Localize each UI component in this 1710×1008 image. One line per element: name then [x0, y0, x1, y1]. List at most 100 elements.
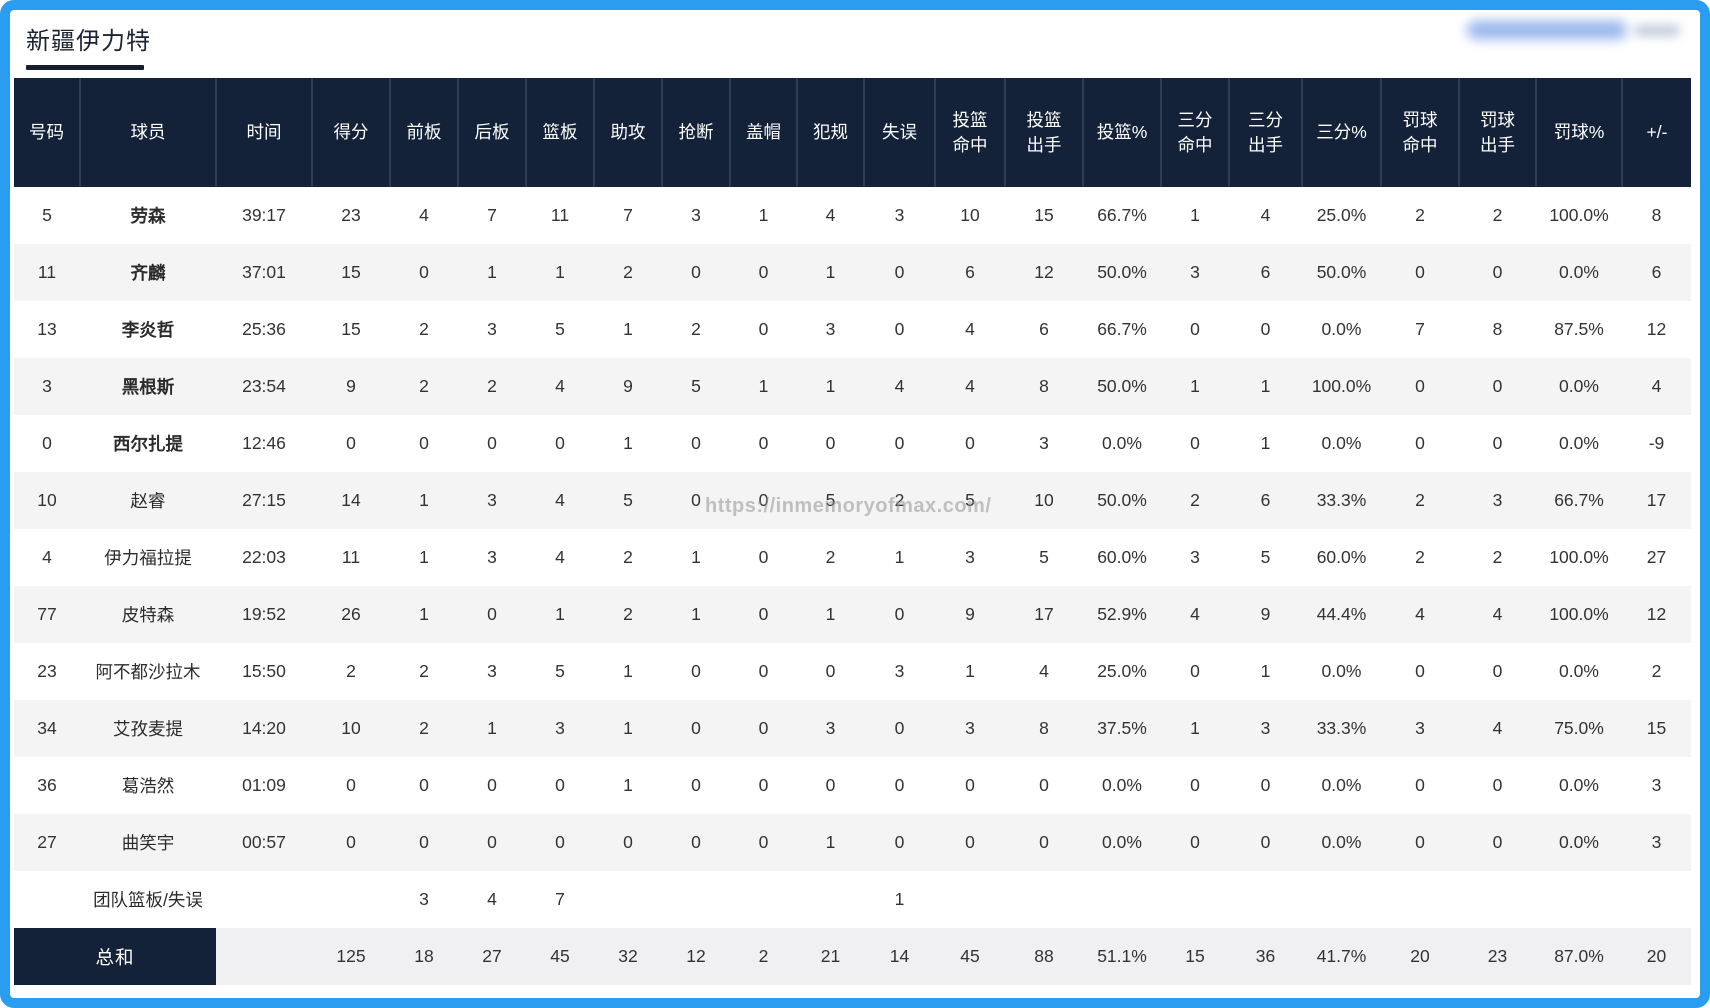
stat-cell: 0 — [758, 490, 769, 510]
stat-cell: 4 — [487, 889, 497, 909]
stat-cell: 17 — [1646, 490, 1667, 510]
player-name: 艾孜麦提 — [113, 719, 183, 739]
stat-cell: 2 — [419, 718, 429, 738]
stat-cell: 15 — [1185, 946, 1205, 966]
blurred-link[interactable] — [1467, 21, 1627, 39]
player-row: 23 阿不都沙拉木 15:50 2 2 3 5 1 0 0 0 3 1 4 25.0% 0 1 0.0% 0 0 0.0… — [14, 643, 1691, 700]
player-row: 4 伊力福拉提 22:03 11 1 3 4 2 1 0 2 1 3 5 60.0% 3 5 60.0% 2 2 100… — [14, 529, 1691, 586]
stat-cell: 0 — [965, 832, 975, 852]
tab-team-name[interactable]: 新疆伊力特 — [26, 28, 151, 55]
stat-cell: 1 — [487, 718, 497, 738]
stat-cell: 100.0% — [1549, 604, 1609, 624]
stat-cell: 0 — [1190, 433, 1200, 453]
stat-cell: 0 — [894, 319, 905, 339]
stat-cell: 5 — [965, 490, 975, 510]
player-row: 11 齐麟 37:01 15 0 1 1 2 0 0 1 0 6 12 50.0% 3 6 50.0% 0 0 0.0%… — [14, 244, 1691, 301]
stat-cell: 3 — [965, 547, 975, 567]
stat-cell: 1 — [825, 832, 836, 852]
stat-cell: 5 — [1039, 547, 1049, 567]
player-number: 3 — [42, 376, 52, 396]
column-header-6: 篮板 — [525, 78, 594, 187]
stat-cell: 9 — [965, 604, 975, 624]
column-header-4: 前板 — [389, 78, 458, 187]
player-number: 11 — [37, 262, 57, 282]
stat-cell: 0 — [1415, 433, 1425, 453]
player-name: 劳森 — [130, 206, 166, 226]
stat-cell: 60.0% — [1097, 547, 1147, 567]
table-header: 号码 球员 时间 得分 前板 后板 篮板 助攻 抢断 盖帽 犯规 失误 投篮 命中 投篮 出手 投篮% 三分 … — [14, 78, 1691, 187]
stat-cell: 14 — [889, 946, 910, 966]
stat-cell: 0 — [1260, 319, 1271, 339]
stat-cell: 1 — [419, 604, 429, 624]
stat-cell: 3 — [1190, 262, 1200, 282]
stat-cell: 18 — [414, 946, 434, 966]
stat-cell: 11 — [550, 205, 570, 225]
stat-cell: 3 — [825, 718, 836, 738]
stat-cell: 3 — [1260, 718, 1271, 738]
stat-cell: 60.0% — [1316, 547, 1367, 567]
stat-cell: 1 — [1260, 433, 1271, 453]
player-name: 阿不都沙拉木 — [95, 662, 201, 682]
stat-cell: 4 — [1415, 604, 1425, 624]
player-number: 5 — [42, 205, 52, 225]
stat-cell: 33.3% — [1316, 718, 1367, 738]
stat-cell: 1 — [623, 661, 633, 681]
player-row: 27 曲笑宇 00:57 0 0 0 0 0 0 0 1 0 0 0 0.0% 0 0 0.0% 0 0 0.0% 3 — [14, 814, 1691, 871]
team-row-label: 团队篮板/失误 — [93, 890, 203, 910]
stat-cell: 26 — [341, 604, 361, 624]
stat-cell: 50.0% — [1097, 376, 1147, 396]
stat-cell: 1 — [555, 604, 565, 624]
stat-cell: 52.9% — [1097, 604, 1147, 624]
stat-cell: 125 — [336, 946, 366, 966]
blurred-link-secondary — [1634, 25, 1680, 36]
stat-cell: 0 — [691, 775, 701, 795]
stat-cell: 0.0% — [1321, 319, 1362, 339]
stat-cell: 27:15 — [242, 490, 286, 510]
stat-cell: 3 — [1190, 547, 1200, 567]
stat-cell: 0 — [1190, 319, 1200, 339]
stat-cell: 0.0% — [1559, 832, 1599, 852]
stat-cell: 0.0% — [1559, 376, 1599, 396]
stat-cell: 1 — [487, 262, 497, 282]
stat-cell: 1 — [419, 490, 429, 510]
stat-cell: 0 — [1492, 775, 1503, 795]
player-name: 西尔扎提 — [113, 434, 183, 454]
stat-cell: 2 — [691, 319, 701, 339]
stat-cell: 0 — [965, 433, 975, 453]
stat-cell: 19:52 — [242, 604, 286, 624]
player-row: 34 艾孜麦提 14:20 10 2 1 3 1 0 0 3 0 3 8 37.5% 1 3 33.3% 3 4 75.… — [14, 700, 1691, 757]
stat-cell: 3 — [691, 205, 701, 225]
stat-cell: 0 — [894, 775, 905, 795]
stat-cell — [1622, 871, 1691, 928]
column-header-21: +/- — [1621, 78, 1691, 187]
stat-cell: 3 — [487, 547, 497, 567]
stat-cell: 0 — [758, 262, 769, 282]
stat-cell: 0.0% — [1321, 832, 1362, 852]
stat-cell: 5 — [555, 661, 565, 681]
box-score-table: 号码 球员 时间 得分 前板 后板 篮板 助攻 抢断 盖帽 犯规 失误 投篮 命中 投篮 出手 投篮% 三分 … — [14, 78, 1691, 985]
stat-cell: 0 — [691, 490, 701, 510]
stat-cell: 5 — [555, 319, 565, 339]
stat-cell: 0 — [1190, 661, 1200, 681]
stat-cell: 4 — [555, 547, 565, 567]
stat-cell: 0 — [691, 661, 701, 681]
column-header-9: 盖帽 — [729, 78, 797, 187]
stat-cell: 1 — [1190, 718, 1200, 738]
stat-cell: 23 — [341, 205, 361, 225]
stat-cell: 87.0% — [1554, 946, 1604, 966]
column-header-15: 三分 命中 — [1160, 78, 1229, 187]
stat-cell: 4 — [419, 205, 429, 225]
grand-total-row: 总和 125 18 27 45 32 12 2 21 14 45 88 51.1% 15 36 41.7% 20… — [14, 928, 1691, 985]
tab-active-underline — [26, 65, 144, 70]
stat-cell: 2 — [758, 946, 769, 966]
stat-cell: 0 — [758, 319, 769, 339]
stat-cell: 0.0% — [1559, 775, 1599, 795]
stat-cell: 3 — [419, 889, 429, 909]
stat-cell: 0 — [555, 832, 565, 852]
stat-cell: 00:57 — [242, 832, 286, 852]
stat-cell: 10 — [960, 205, 980, 225]
stat-cell: 0 — [555, 775, 565, 795]
player-row: 5 劳森 39:17 23 4 7 11 7 3 1 4 3 10 15 66.7% 1 4 25.0% 2 2 100… — [14, 187, 1691, 244]
stat-cell: 0 — [1039, 832, 1049, 852]
column-header-16: 三分 出手 — [1228, 78, 1302, 187]
